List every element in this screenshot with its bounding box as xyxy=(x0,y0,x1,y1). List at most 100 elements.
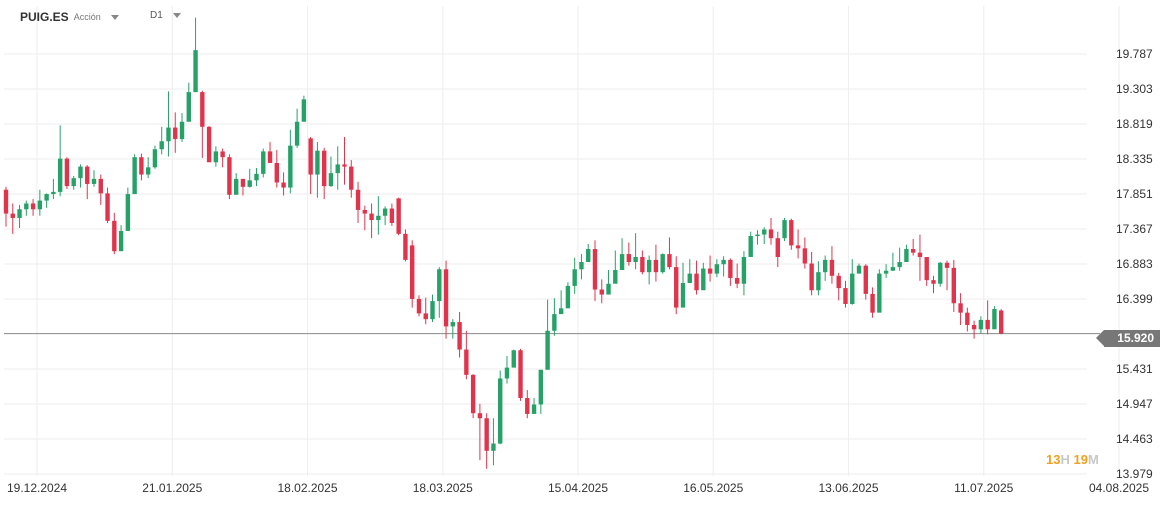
candle[interactable] xyxy=(640,250,645,275)
candle[interactable] xyxy=(17,204,22,229)
candle[interactable] xyxy=(856,263,862,274)
candle[interactable] xyxy=(870,287,875,318)
candle[interactable] xyxy=(498,370,503,445)
candle[interactable] xyxy=(538,369,544,414)
candle[interactable] xyxy=(24,200,29,216)
candle[interactable] xyxy=(613,250,618,284)
candle[interactable] xyxy=(470,374,476,419)
candle[interactable] xyxy=(518,348,523,401)
candle[interactable] xyxy=(321,147,327,200)
candle[interactable] xyxy=(430,294,435,323)
candle[interactable] xyxy=(917,234,923,281)
candle[interactable] xyxy=(152,145,158,169)
candle[interactable] xyxy=(389,203,395,226)
candle[interactable] xyxy=(646,255,652,285)
candle[interactable] xyxy=(965,307,970,332)
candle[interactable] xyxy=(748,231,753,257)
candle[interactable] xyxy=(376,196,381,235)
candle[interactable] xyxy=(186,82,191,122)
candle[interactable] xyxy=(795,229,801,259)
candle[interactable] xyxy=(261,148,266,178)
candle[interactable] xyxy=(863,264,868,300)
candle[interactable] xyxy=(992,306,997,330)
candle[interactable] xyxy=(179,113,185,143)
candle[interactable] xyxy=(220,148,225,168)
candle[interactable] xyxy=(714,259,720,278)
candle[interactable] xyxy=(816,261,821,296)
candle[interactable] xyxy=(897,247,902,271)
candle[interactable] xyxy=(883,264,889,278)
candle[interactable] xyxy=(998,309,1004,335)
candle[interactable] xyxy=(78,164,83,188)
candle[interactable] xyxy=(958,293,963,325)
candle[interactable] xyxy=(477,403,483,461)
candle[interactable] xyxy=(396,197,401,236)
candle[interactable] xyxy=(674,256,679,315)
candle[interactable] xyxy=(355,181,361,223)
candle[interactable] xyxy=(789,218,794,250)
candle[interactable] xyxy=(707,255,713,282)
candle[interactable] xyxy=(57,125,63,197)
candle[interactable] xyxy=(288,129,293,194)
candle[interactable] xyxy=(71,175,76,190)
candle[interactable] xyxy=(443,260,449,339)
candle[interactable] xyxy=(680,262,686,308)
candle[interactable] xyxy=(30,199,36,216)
candle[interactable] xyxy=(315,142,320,198)
candle[interactable] xyxy=(606,270,611,295)
candle[interactable] xyxy=(132,154,137,195)
candle[interactable] xyxy=(112,212,117,255)
candle[interactable] xyxy=(938,262,943,287)
candle[interactable] xyxy=(457,311,462,358)
candle[interactable] xyxy=(173,112,178,153)
candle[interactable] xyxy=(369,203,374,239)
candle[interactable] xyxy=(558,290,564,315)
candle[interactable] xyxy=(782,217,787,242)
candle[interactable] xyxy=(193,17,198,93)
candle[interactable] xyxy=(545,299,550,370)
candle[interactable] xyxy=(619,238,625,271)
candle[interactable] xyxy=(877,269,882,313)
candle[interactable] xyxy=(159,126,164,155)
candle[interactable] xyxy=(599,279,604,304)
candle[interactable] xyxy=(342,136,347,185)
candle[interactable] xyxy=(3,186,9,227)
candle[interactable] xyxy=(721,256,726,277)
candle[interactable] xyxy=(206,126,212,163)
candle[interactable] xyxy=(301,95,307,122)
candle[interactable] xyxy=(64,157,70,190)
candle[interactable] xyxy=(701,262,706,291)
candle[interactable] xyxy=(200,90,205,158)
candle[interactable] xyxy=(139,153,144,181)
candle[interactable] xyxy=(233,173,239,195)
candle[interactable] xyxy=(491,418,496,466)
candle[interactable] xyxy=(51,178,56,200)
candle[interactable] xyxy=(890,252,896,271)
candle[interactable] xyxy=(768,217,774,245)
candle[interactable] xyxy=(809,251,814,296)
candle[interactable] xyxy=(904,244,909,263)
candle[interactable] xyxy=(734,263,740,289)
candle[interactable] xyxy=(118,225,124,252)
candle[interactable] xyxy=(437,267,442,318)
candle[interactable] xyxy=(850,259,855,305)
candle[interactable] xyxy=(667,237,672,270)
candle[interactable] xyxy=(531,397,537,414)
candle[interactable] xyxy=(504,356,510,384)
candle[interactable] xyxy=(755,230,760,245)
candle[interactable] xyxy=(944,260,950,291)
candle[interactable] xyxy=(267,142,273,163)
instrument-dropdown-icon[interactable] xyxy=(110,14,119,20)
candle[interactable] xyxy=(484,413,489,469)
candle[interactable] xyxy=(37,189,43,216)
timeframe-dropdown-icon[interactable] xyxy=(172,13,181,18)
candle[interactable] xyxy=(660,253,665,274)
candle[interactable] xyxy=(565,282,571,309)
candle[interactable] xyxy=(802,237,808,269)
candle[interactable] xyxy=(978,316,984,334)
candle[interactable] xyxy=(349,160,354,198)
candle[interactable] xyxy=(822,255,828,281)
candle[interactable] xyxy=(633,233,638,270)
